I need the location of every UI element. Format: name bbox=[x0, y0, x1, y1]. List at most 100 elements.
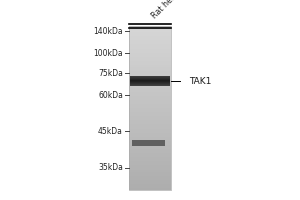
Bar bbox=[129, 57, 171, 59]
Bar bbox=[129, 178, 171, 180]
Bar bbox=[129, 79, 171, 81]
Bar bbox=[129, 28, 171, 30]
Bar bbox=[129, 44, 171, 46]
Bar bbox=[129, 100, 171, 102]
Bar bbox=[130, 83, 170, 84]
Bar bbox=[129, 77, 171, 79]
Text: 35kDa: 35kDa bbox=[98, 164, 123, 172]
Bar bbox=[129, 139, 171, 141]
Bar bbox=[130, 84, 170, 85]
Bar bbox=[129, 98, 171, 100]
Bar bbox=[129, 51, 171, 53]
Bar bbox=[129, 147, 171, 149]
Bar bbox=[129, 42, 171, 44]
Bar bbox=[129, 46, 171, 49]
Bar bbox=[129, 155, 171, 157]
Bar bbox=[129, 112, 171, 114]
Bar bbox=[129, 104, 171, 106]
Bar bbox=[129, 85, 171, 88]
Bar bbox=[129, 34, 171, 36]
Bar bbox=[130, 76, 170, 77]
Bar bbox=[129, 145, 171, 147]
Bar bbox=[129, 71, 171, 73]
Bar bbox=[130, 80, 170, 81]
Text: 100kDa: 100kDa bbox=[93, 48, 123, 58]
Bar bbox=[129, 30, 171, 32]
Bar bbox=[129, 67, 171, 69]
Bar bbox=[129, 59, 171, 61]
Bar bbox=[129, 135, 171, 137]
Bar bbox=[129, 114, 171, 116]
Bar bbox=[129, 157, 171, 159]
Bar bbox=[129, 88, 171, 90]
Bar bbox=[129, 90, 171, 92]
Bar bbox=[129, 53, 171, 55]
Bar bbox=[129, 161, 171, 163]
Bar bbox=[129, 165, 171, 167]
Bar bbox=[129, 32, 171, 34]
Text: 75kDa: 75kDa bbox=[98, 68, 123, 77]
Bar bbox=[129, 180, 171, 182]
Bar bbox=[129, 38, 171, 40]
Bar bbox=[129, 94, 171, 96]
Bar bbox=[132, 140, 165, 146]
Bar bbox=[129, 75, 171, 77]
Bar bbox=[130, 77, 170, 78]
Bar bbox=[129, 63, 171, 65]
Bar bbox=[129, 81, 171, 83]
Bar bbox=[129, 49, 171, 51]
Text: 45kDa: 45kDa bbox=[98, 127, 123, 136]
Text: TAK1: TAK1 bbox=[189, 76, 212, 86]
Bar bbox=[129, 55, 171, 57]
Bar bbox=[129, 69, 171, 71]
Bar bbox=[129, 167, 171, 170]
Bar bbox=[129, 143, 171, 145]
Text: Rat heart: Rat heart bbox=[150, 0, 183, 20]
Bar bbox=[129, 184, 171, 186]
Bar bbox=[130, 79, 170, 80]
Bar bbox=[129, 106, 171, 108]
Bar bbox=[129, 129, 171, 131]
Bar bbox=[129, 186, 171, 188]
Bar bbox=[129, 133, 171, 135]
Bar bbox=[129, 131, 171, 133]
Bar bbox=[129, 26, 171, 28]
Bar bbox=[129, 40, 171, 42]
Bar bbox=[129, 153, 171, 155]
Bar bbox=[129, 120, 171, 122]
Bar bbox=[129, 159, 171, 161]
Bar bbox=[129, 61, 171, 63]
Bar bbox=[129, 83, 171, 85]
Bar bbox=[129, 176, 171, 178]
Bar bbox=[129, 65, 171, 67]
Bar bbox=[130, 82, 170, 83]
Bar bbox=[129, 149, 171, 151]
Bar bbox=[129, 102, 171, 104]
Bar bbox=[129, 137, 171, 139]
Bar bbox=[129, 108, 171, 110]
Bar bbox=[130, 85, 170, 86]
Bar bbox=[129, 116, 171, 118]
Bar bbox=[129, 151, 171, 153]
Bar bbox=[129, 122, 171, 124]
Bar bbox=[129, 96, 171, 98]
Bar bbox=[129, 163, 171, 165]
Bar bbox=[129, 73, 171, 75]
Bar bbox=[129, 92, 171, 94]
Bar bbox=[130, 78, 170, 79]
Bar bbox=[130, 81, 170, 82]
Text: 60kDa: 60kDa bbox=[98, 90, 123, 99]
Bar bbox=[129, 126, 171, 129]
Bar bbox=[129, 124, 171, 126]
Bar bbox=[129, 118, 171, 120]
Bar bbox=[129, 174, 171, 176]
Bar bbox=[129, 36, 171, 38]
Bar bbox=[129, 26, 171, 190]
Bar bbox=[129, 110, 171, 112]
Bar bbox=[129, 188, 171, 190]
Text: 140kDa: 140kDa bbox=[93, 26, 123, 36]
Bar bbox=[129, 182, 171, 184]
Bar bbox=[129, 141, 171, 143]
Bar bbox=[129, 170, 171, 172]
Bar bbox=[129, 172, 171, 174]
